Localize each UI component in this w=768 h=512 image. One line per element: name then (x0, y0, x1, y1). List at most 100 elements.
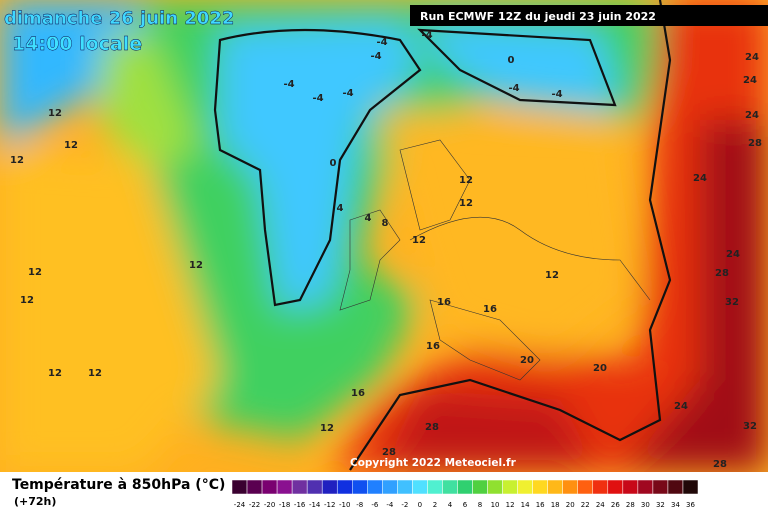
colorbar-label: 18 (551, 501, 560, 509)
contour-label: 32 (725, 297, 739, 308)
colorbar-label: 10 (491, 501, 500, 509)
colorbar-cell (276, 479, 293, 495)
colorbar-cell (336, 479, 353, 495)
contour-label: 20 (593, 363, 607, 374)
colorbar-cell (562, 479, 578, 495)
contour-label: 12 (320, 423, 334, 434)
contour-label: -4 (508, 83, 519, 94)
contour-label: -4 (342, 88, 353, 99)
contour-label: 12 (545, 270, 559, 281)
colorbar-label: 32 (656, 501, 665, 509)
colorbar-label: -12 (324, 501, 335, 509)
legend-title: Température à 850hPa (°C) (12, 477, 225, 493)
colorbar-cell (397, 479, 413, 495)
colorbar-label: 24 (596, 501, 605, 509)
colorbar-cell (412, 479, 428, 495)
contour-label: 16 (483, 304, 497, 315)
colorbar-label: -20 (264, 501, 275, 509)
colorbar-cell (622, 479, 639, 495)
colorbar-cell (367, 479, 383, 495)
colorbar-label: -2 (401, 501, 408, 509)
colorbar-cell (352, 479, 368, 495)
contour-label: 12 (459, 175, 473, 186)
contour-label: 20 (520, 355, 534, 366)
colorbar-label: 0 (418, 501, 422, 509)
contour-label: 28 (748, 138, 762, 149)
colorbar-label: -4 (386, 501, 394, 509)
contour-label: 0 (330, 158, 337, 169)
colorbar-cell (231, 479, 248, 495)
colorbar-cell (382, 479, 398, 495)
contour-label: 28 (425, 422, 439, 433)
date-title: dimanche 26 juin 2022 (4, 8, 234, 29)
colorbar-cell (652, 479, 669, 495)
contour-label: 12 (64, 140, 78, 151)
colorbar-cell (607, 479, 624, 495)
colorbar-cell (577, 479, 594, 495)
contour-label: 12 (189, 260, 203, 271)
map-field (0, 0, 768, 472)
colorbar-label: 26 (611, 501, 620, 509)
colorbar-label: -14 (309, 501, 321, 509)
colorbar-label: 30 (641, 501, 650, 509)
contour-label: 12 (20, 295, 34, 306)
contour-label: 24 (745, 52, 759, 63)
colorbar-cell (427, 479, 443, 495)
colorbar-label: 22 (581, 501, 590, 509)
contour-label: -4 (421, 30, 432, 41)
colorbar-label: -24 (234, 501, 246, 509)
contour-label: 24 (693, 173, 707, 184)
contour-label: -4 (312, 93, 323, 104)
contour-label: 12 (412, 235, 426, 246)
colorbar-cell (472, 479, 488, 495)
colorbar-label: 36 (686, 501, 695, 509)
contour-label: 28 (382, 447, 396, 458)
colorbar-label: 4 (448, 501, 453, 509)
contour-label: -4 (376, 37, 387, 48)
colorbar-cell (442, 479, 458, 495)
colorbar-cell (547, 479, 563, 495)
colorbar-cell (592, 479, 609, 495)
colorbar-cell (502, 479, 518, 495)
colorbar-cell (682, 479, 699, 495)
contour-label: 16 (426, 341, 440, 352)
contour-label: 12 (10, 155, 24, 166)
time-title: 14:00 locale (12, 33, 142, 55)
contour-label: 24 (745, 110, 759, 121)
contour-label: 24 (743, 75, 757, 86)
contour-label: 16 (351, 388, 365, 399)
colorbar-cell (637, 479, 654, 495)
contour-label: 28 (713, 459, 727, 470)
colorbar-label: 16 (536, 501, 545, 509)
contour-label: 12 (48, 368, 62, 379)
colorbar-cell (517, 479, 533, 495)
contour-label: 24 (674, 401, 688, 412)
colorbar-label: -10 (339, 501, 350, 509)
colorbar-label: 6 (463, 501, 468, 509)
colorbar-label: 2 (433, 501, 437, 509)
colorbar: -24 -22 -20 -18 -16 -14 -12 -10 -8 -6 -4 -2 0 2 4 6 8 10 1… (231, 479, 699, 509)
colorbar-label: -16 (294, 501, 306, 509)
colorbar-label: -6 (371, 501, 379, 509)
contour-label: 4 (337, 203, 344, 214)
colorbar-label: 20 (566, 501, 575, 509)
contour-label: 16 (437, 297, 451, 308)
colorbar-cell (246, 479, 263, 495)
colorbar-cell (306, 479, 323, 495)
colorbar-label: -8 (356, 501, 363, 509)
contour-label: 28 (715, 268, 729, 279)
colorbar-label: 8 (478, 501, 482, 509)
colorbar-cell (321, 479, 338, 495)
run-info: Run ECMWF 12Z du jeudi 23 juin 2022 (420, 10, 656, 23)
contour-label: 8 (382, 218, 389, 229)
contour-label: -4 (283, 79, 294, 90)
colorbar-cell (532, 479, 548, 495)
contour-label: 12 (88, 368, 102, 379)
colorbar-label: -18 (279, 501, 290, 509)
colorbar-cell (487, 479, 503, 495)
colorbar-cell (457, 479, 473, 495)
colorbar-label: 14 (521, 501, 530, 509)
contour-label: -4 (551, 89, 562, 100)
